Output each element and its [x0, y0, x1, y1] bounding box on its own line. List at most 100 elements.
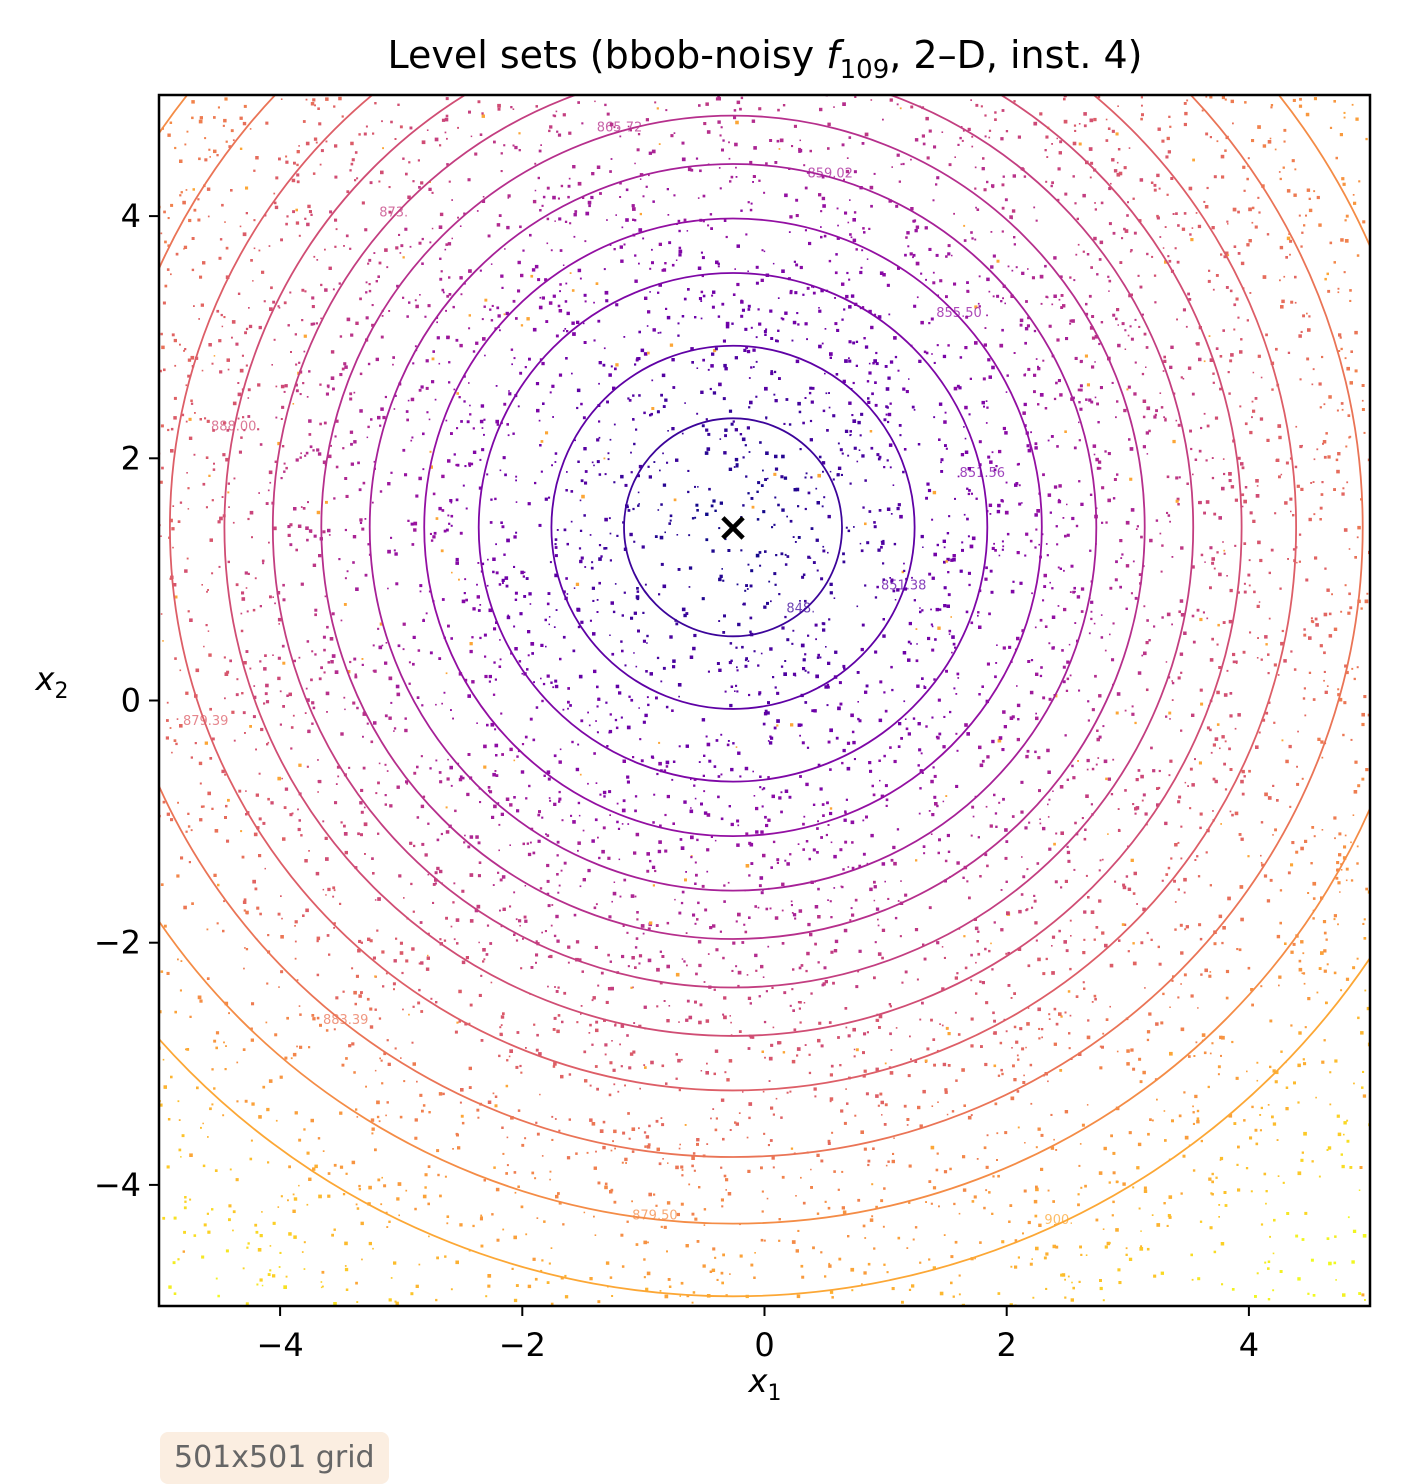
noise-point [924, 226, 928, 230]
noise-point [378, 1120, 381, 1123]
noise-point [1086, 758, 1090, 763]
noise-point [1174, 901, 1177, 903]
noise-point [1192, 473, 1194, 476]
noise-point [605, 1000, 609, 1004]
noise-point [1082, 193, 1086, 198]
noise-point [840, 885, 843, 888]
noise-point [1284, 501, 1288, 505]
noise-point [429, 767, 432, 770]
noise-point [634, 363, 637, 366]
noise-point [805, 782, 809, 787]
noise-point [630, 471, 633, 474]
noise-point [984, 135, 987, 138]
noise-point [1214, 416, 1219, 420]
noise-point [688, 534, 691, 537]
noise-point [492, 772, 496, 777]
noise-point [1316, 991, 1319, 994]
noise-point [300, 582, 304, 586]
noise-point [293, 1197, 298, 1201]
noise-point [508, 390, 510, 392]
noise-point [166, 719, 169, 722]
noise-point [707, 670, 710, 673]
noise-point [953, 687, 956, 690]
noise-point [985, 1189, 988, 1192]
noise-point [783, 991, 787, 995]
noise-point [1045, 543, 1048, 545]
noise-point [211, 572, 214, 575]
noise-point [183, 349, 185, 352]
noise-point [1255, 479, 1259, 483]
noise-point [604, 290, 609, 295]
noise-point [845, 169, 850, 174]
noise-point [555, 609, 558, 611]
noise-point [277, 912, 281, 916]
noise-point [855, 985, 859, 989]
noise-point [448, 381, 451, 384]
noise-point [734, 356, 738, 360]
noise-point [1000, 889, 1003, 891]
noise-point [831, 1296, 834, 1299]
noise-point [1085, 874, 1088, 877]
noise-point [878, 1026, 881, 1029]
noise-point [333, 1163, 337, 1167]
noise-point [1051, 143, 1053, 145]
noise-point [764, 478, 767, 481]
noise-point [948, 629, 952, 633]
noise-point [216, 922, 219, 925]
noise-point [1241, 493, 1245, 497]
noise-point [366, 997, 370, 1001]
noise-point [850, 820, 855, 825]
noise-point [1117, 808, 1120, 810]
noise-point [404, 717, 407, 720]
noise-point [852, 419, 857, 423]
noise-point [445, 114, 449, 118]
noise-point [894, 916, 898, 920]
noise-point [500, 925, 503, 928]
noise-point [711, 1268, 716, 1272]
noise-point [1169, 520, 1171, 523]
noise-point [575, 1152, 578, 1155]
noise-point [936, 176, 940, 180]
noise-point [731, 322, 734, 325]
noise-point [818, 193, 822, 197]
noise-point [945, 447, 948, 450]
noise-point [835, 373, 839, 376]
noise-point [1269, 1019, 1273, 1023]
noise-point [1077, 243, 1080, 246]
noise-point [742, 1091, 744, 1093]
noise-point [358, 488, 362, 492]
noise-point [971, 805, 975, 809]
noise-point [1107, 275, 1110, 278]
noise-point [479, 419, 484, 424]
noise-point [223, 118, 227, 123]
noise-point [776, 719, 780, 723]
noise-point [464, 578, 467, 581]
noise-point [938, 402, 943, 406]
noise-point [556, 529, 559, 531]
noise-point [595, 1020, 599, 1024]
noise-point [395, 937, 398, 940]
noise-point [1290, 300, 1294, 304]
noise-point [637, 133, 641, 136]
noise-point [710, 1117, 712, 1120]
noise-point [851, 1289, 854, 1292]
noise-point [844, 810, 847, 813]
noise-point [517, 289, 521, 293]
noise-point [985, 422, 988, 424]
noise-point [730, 767, 734, 772]
noise-point [986, 180, 989, 184]
noise-point [371, 501, 374, 504]
noise-point [833, 1170, 836, 1173]
noise-point [545, 645, 547, 648]
noise-point [555, 110, 558, 113]
noise-point [589, 534, 592, 536]
noise-point [765, 451, 769, 455]
noise-point [885, 413, 888, 416]
noise-point [277, 617, 282, 622]
noise-point [227, 482, 230, 485]
noise-point [452, 717, 454, 720]
noise-point [354, 1002, 357, 1006]
noise-point [1113, 169, 1118, 173]
noise-point [532, 199, 537, 204]
noise-point [549, 391, 552, 394]
